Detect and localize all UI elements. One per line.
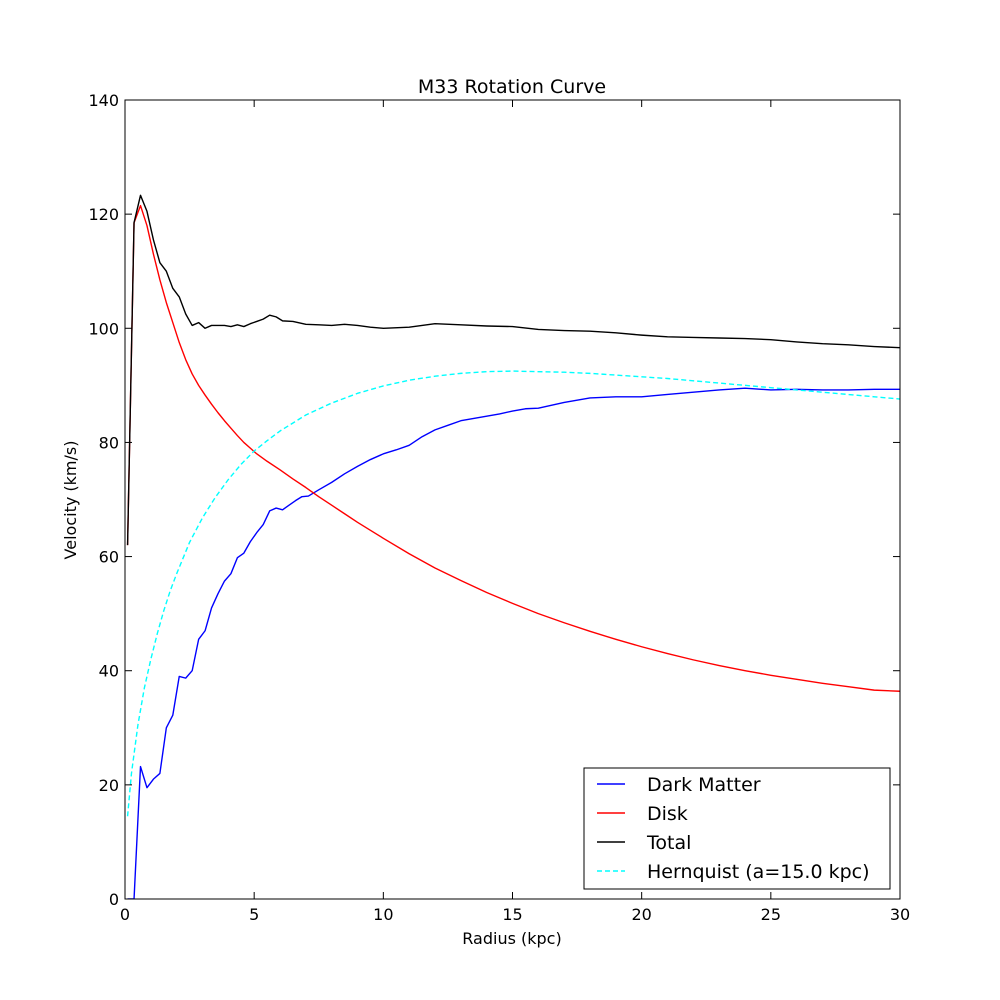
series-line-disk bbox=[126, 204, 900, 692]
x-tick-label: 25 bbox=[761, 905, 781, 924]
y-tick-label: 120 bbox=[88, 205, 119, 224]
legend-label: Hernquist (a=15.0 kpc) bbox=[647, 861, 870, 883]
y-tick-label: 20 bbox=[99, 776, 119, 795]
plot-area bbox=[126, 194, 900, 899]
series-line-dark-matter bbox=[127, 387, 900, 899]
x-axis-label: Radius (kpc) bbox=[462, 929, 561, 948]
series-line-total bbox=[126, 194, 900, 546]
y-tick-label: 80 bbox=[99, 433, 119, 452]
chart-title: M33 Rotation Curve bbox=[418, 76, 606, 98]
x-tick-label: 5 bbox=[249, 905, 259, 924]
legend-box bbox=[583, 767, 891, 890]
series-line-hernquist-a-15-0-kpc bbox=[126, 370, 900, 817]
x-tick-label: 0 bbox=[120, 905, 130, 924]
x-tick-label: 20 bbox=[631, 905, 651, 924]
legend-label: Dark Matter bbox=[647, 774, 761, 796]
x-tick-label: 15 bbox=[502, 905, 522, 924]
x-tick-label: 30 bbox=[890, 905, 910, 924]
y-tick-label: 60 bbox=[99, 548, 119, 567]
y-tick-label: 40 bbox=[99, 662, 119, 681]
y-tick-label: 100 bbox=[88, 319, 119, 338]
x-tick-label: 10 bbox=[373, 905, 393, 924]
legend: Dark Matter Disk Total Hernquist (a=15.0 kp… bbox=[583, 767, 891, 890]
axis-ticks: 0 5 10 15 20 25 30 0 20 40 60 80 100 120 140 bbox=[88, 91, 910, 924]
y-tick-label: 0 bbox=[109, 890, 119, 909]
y-axis-label: Velocity (km/s) bbox=[61, 441, 80, 560]
legend-label: Disk bbox=[647, 803, 688, 825]
y-tick-label: 140 bbox=[88, 91, 119, 110]
legend-label: Total bbox=[646, 832, 691, 854]
